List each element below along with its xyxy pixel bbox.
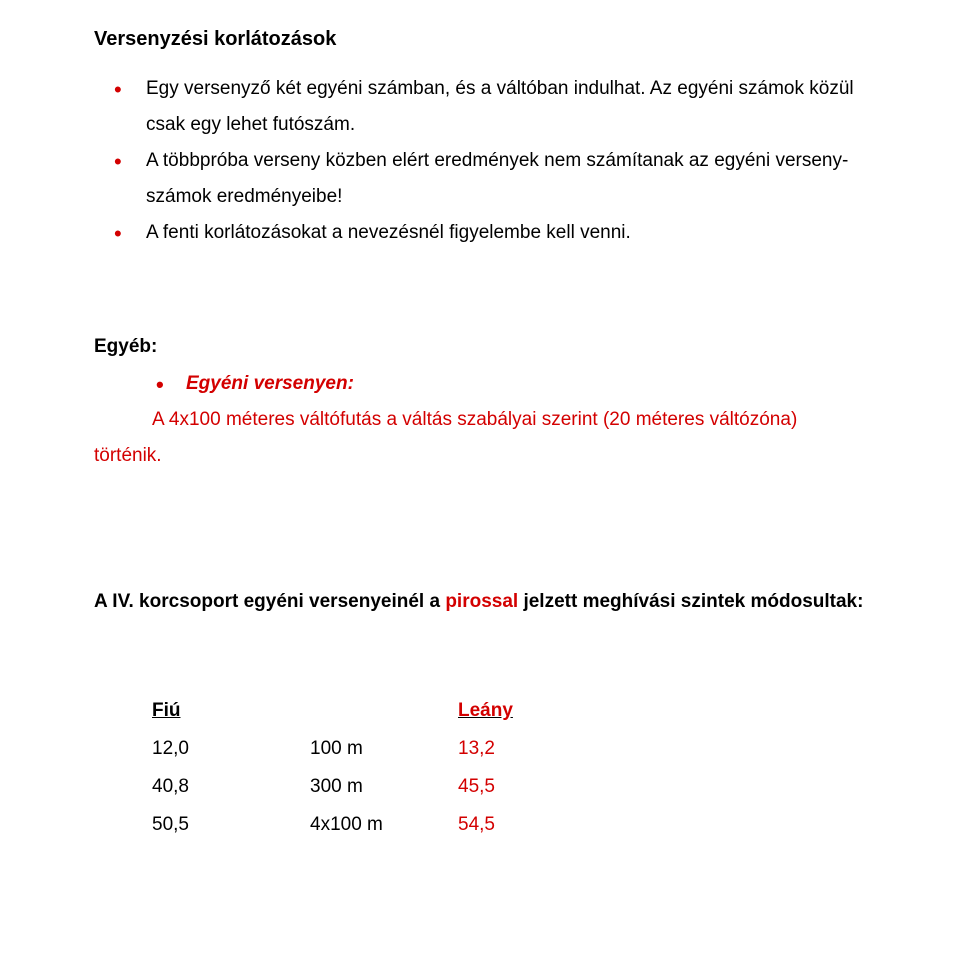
note-post: jelzett meghívási szintek módosultak: (518, 591, 863, 612)
note-red: pirossal (445, 591, 518, 612)
table-row: 12,0 100 m 13,2 (152, 730, 866, 768)
header-leany: Leány (458, 692, 578, 730)
table-row: 50,5 4x100 m 54,5 (152, 806, 866, 844)
cell-dist: 4x100 m (310, 806, 458, 844)
table-row: 40,8 300 m 45,5 (152, 768, 866, 806)
restriction-item: A többpróba verseny közben elért eredmén… (128, 143, 866, 215)
header-blank (310, 692, 458, 730)
table-header-row: Fiú Leány (152, 692, 866, 730)
restriction-item: A fenti korlátozásokat a nevezésnél figy… (128, 215, 866, 251)
restriction-item: Egy versenyző két egyéni számban, és a v… (128, 71, 866, 143)
cell-leany: 45,5 (458, 768, 578, 806)
page-heading: Versenyzési korlátozások (94, 28, 866, 51)
egyeni-verseny-list: Egyéni versenyen: (94, 366, 866, 402)
cell-leany: 54,5 (458, 806, 578, 844)
cell-leany: 13,2 (458, 730, 578, 768)
note-pre: A IV. korcsoport egyéni versenyeinél a (94, 591, 445, 612)
cell-dist: 300 m (310, 768, 458, 806)
results-table: Fiú Leány 12,0 100 m 13,2 40,8 300 m 45,… (94, 692, 866, 844)
cell-fiu: 12,0 (152, 730, 310, 768)
cell-fiu: 50,5 (152, 806, 310, 844)
relay-continuation: történik. (94, 438, 866, 474)
cell-dist: 100 m (310, 730, 458, 768)
egyeb-label: Egyéb: (94, 329, 866, 365)
restrictions-list: Egy versenyző két egyéni számban, és a v… (94, 71, 866, 251)
cell-fiu: 40,8 (152, 768, 310, 806)
egyeni-verseny-item: Egyéni versenyen: (186, 366, 866, 402)
header-fiu: Fiú (152, 692, 310, 730)
relay-description: A 4x100 méteres váltófutás a váltás szab… (94, 402, 866, 438)
modified-levels-note: A IV. korcsoport egyéni versenyeinél a p… (94, 584, 866, 620)
